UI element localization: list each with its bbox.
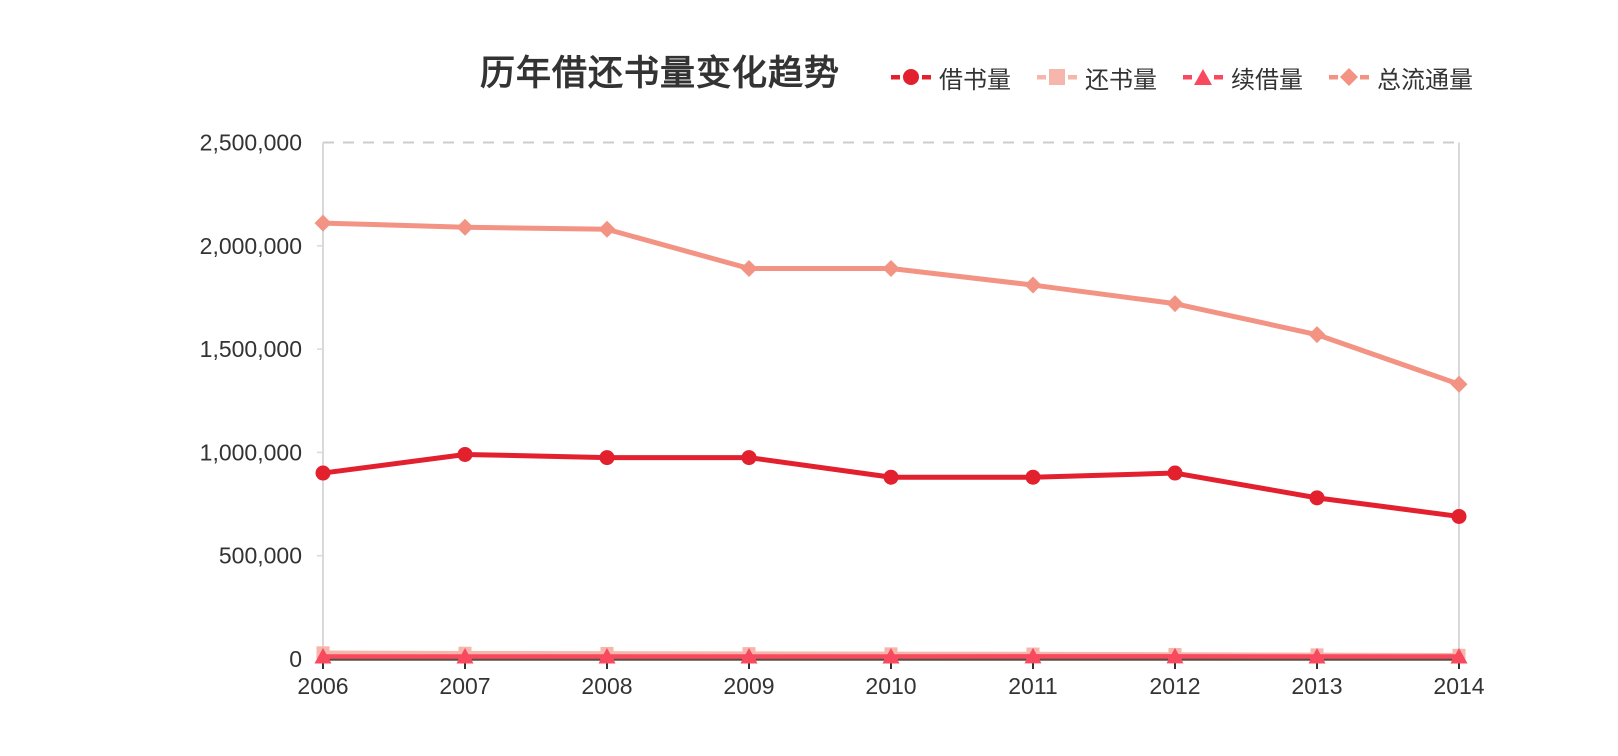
marker-circle-jieshuliang-2006 [315,465,331,481]
marker-triangle-xujieliang-2010 [882,648,900,664]
y-axis-label: 2,500,000 [200,130,302,156]
marker-diamond-zongliutongliang-2007 [456,218,474,236]
marker-triangle-xujieliang-2011 [1024,647,1042,664]
legend-square-icon [1037,69,1077,85]
y-axis-label: 1,000,000 [200,439,302,465]
marker-diamond-zongliutongliang-2006 [314,214,332,232]
marker-triangle-xujieliang-2009 [740,648,758,664]
chart-title: 历年借还书量变化趋势 [479,54,840,93]
marker-diamond-zongliutongliang-2008 [598,220,616,238]
series-line-zongliutongliang [322,220,1460,387]
marker-circle-jieshuliang-2007 [457,446,473,462]
legend-label: 总流通量 [1377,66,1473,94]
marker-diamond-zongliutongliang-2012 [1166,295,1184,313]
y-axis-label: 1,500,000 [200,336,302,362]
marker-triangle-xujieliang-2013 [1308,648,1326,664]
marker-circle-jieshuliang-2010 [883,469,899,485]
marker-circle-jieshuliang-2012 [1167,465,1183,481]
marker-diamond-zongliutongliang-2013 [1308,326,1326,344]
marker-circle-jieshuliang-2013 [1309,490,1325,506]
legend-item-xujieliang[interactable]: 续借量 [1183,60,1303,95]
marker-diamond-zongliutongliang-2014 [1450,375,1468,393]
marker-triangle-xujieliang-2012 [1166,647,1184,664]
y-axis-label: 500,000 [219,543,302,569]
marker-diamond-zongliutongliang-2010 [882,260,900,278]
marker-circle-jieshuliang-2011 [1025,469,1041,485]
x-axis-label: 2012 [1149,673,1200,699]
x-axis-label: 2007 [439,673,490,699]
legend-circle-icon [891,69,931,85]
legend-label: 借书量 [939,66,1011,94]
marker-triangle-xujieliang-2006 [314,648,332,664]
marker-circle-jieshuliang-2014 [1451,508,1467,524]
marker-triangle-xujieliang-2007 [456,648,474,664]
x-axis-label: 2013 [1291,673,1342,699]
marker-diamond-zongliutongliang-2011 [1024,276,1042,294]
series-line-jieshuliang [322,451,1460,519]
legend-item-huanshuliang[interactable]: 还书量 [1037,60,1157,95]
marker-circle-jieshuliang-2009 [741,450,757,466]
x-axis-label: 2014 [1433,673,1484,699]
legend-item-zongliutongliang[interactable]: 总流通量 [1329,60,1473,95]
marker-circle-jieshuliang-2008 [599,450,615,466]
chart-legend: 借书量 还书量 续借量 总流通量 [891,60,1473,94]
x-axis-label: 2009 [723,673,774,699]
y-axis-label: 0 [289,646,302,672]
x-axis-label: 2010 [865,673,916,699]
marker-triangle-xujieliang-2014 [1450,648,1468,664]
legend-label: 续借量 [1231,66,1303,94]
legend-item-jieshuliang[interactable]: 借书量 [891,60,1011,95]
legend-triangle-icon [1183,69,1223,85]
legend-diamond-icon [1329,68,1369,86]
x-axis-label: 2011 [1008,673,1057,699]
marker-triangle-xujieliang-2008 [598,648,616,664]
x-axis-label: 2006 [297,673,348,699]
marker-diamond-zongliutongliang-2009 [740,260,758,278]
x-axis-label: 2008 [581,673,632,699]
legend-label: 还书量 [1085,66,1157,94]
y-axis-label: 2,000,000 [200,233,302,259]
